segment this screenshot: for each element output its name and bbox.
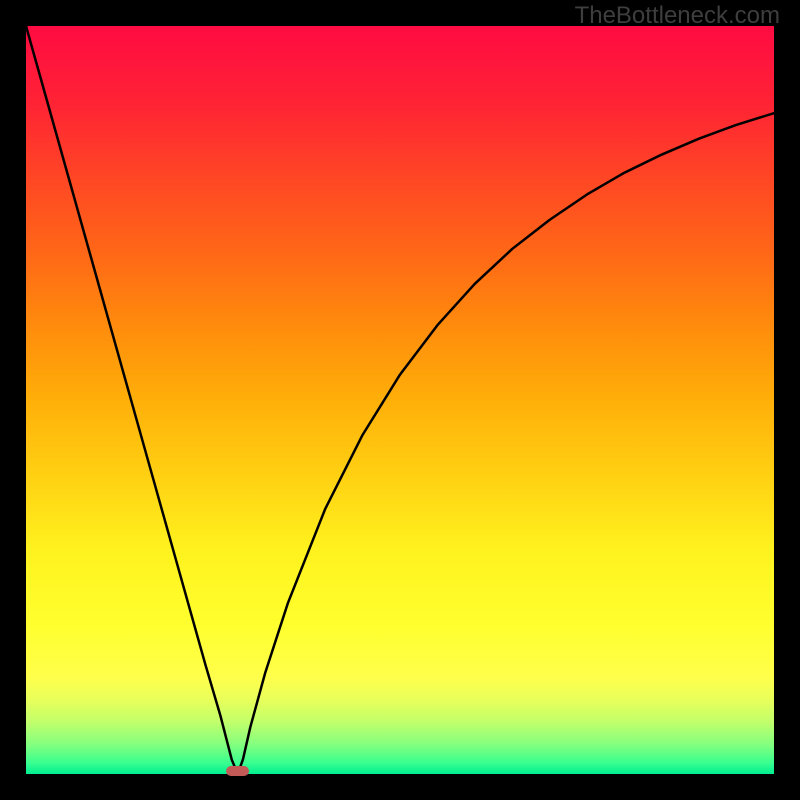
curve-path <box>26 26 774 774</box>
plot-border <box>24 24 776 776</box>
chart-stage: TheBottleneck.com <box>0 0 800 800</box>
optimum-marker <box>226 766 248 776</box>
watermark-text: TheBottleneck.com <box>575 2 780 30</box>
bottleneck-curve <box>26 26 774 774</box>
